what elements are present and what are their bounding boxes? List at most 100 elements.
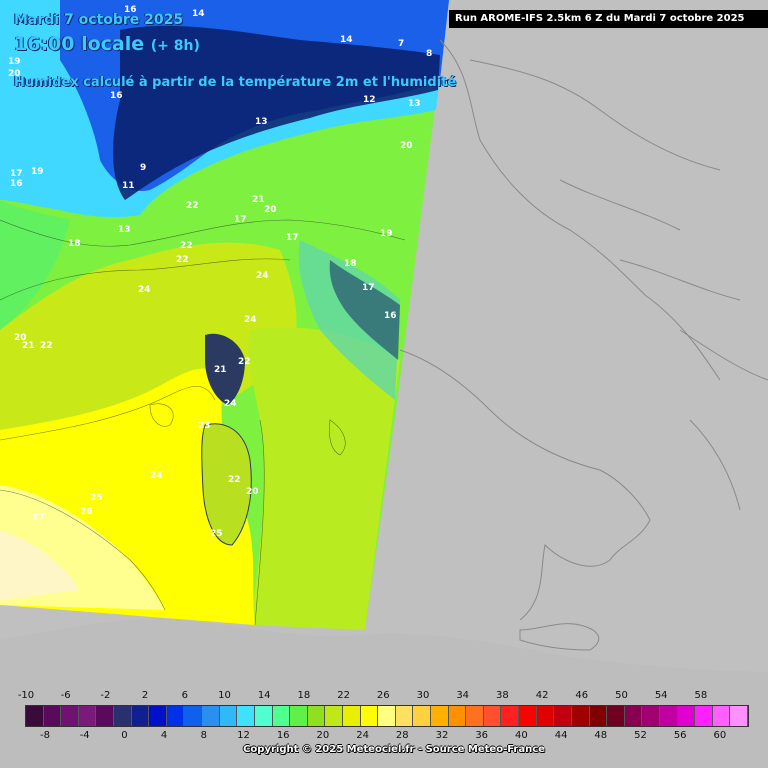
map-label: 19 bbox=[31, 167, 44, 177]
run-banner: Run AROME-IFS 2.5km 6 Z du Mardi 7 octob… bbox=[449, 10, 768, 28]
legend-tick-label: 4 bbox=[160, 730, 168, 741]
scale-swatch bbox=[413, 706, 432, 726]
map-label: 17 bbox=[10, 169, 23, 179]
map-label: 19 bbox=[8, 57, 21, 67]
map-label: 19 bbox=[380, 229, 393, 239]
legend-tick-label: 48 bbox=[594, 730, 608, 741]
map-label: 11 bbox=[122, 181, 135, 191]
forecast-time: 16:00 locale (+ 8h) bbox=[14, 33, 200, 55]
map-label: 13 bbox=[408, 99, 421, 109]
scale-swatch bbox=[554, 706, 572, 726]
west-green bbox=[0, 200, 70, 330]
map-label: 14 bbox=[340, 35, 353, 45]
map-label: 8 bbox=[426, 49, 432, 59]
scale-swatch bbox=[695, 706, 713, 726]
legend-tick-label: 0 bbox=[121, 730, 128, 741]
map-label: 16 bbox=[10, 179, 23, 189]
legend-tick-label: 40 bbox=[515, 730, 528, 741]
scale-swatch bbox=[730, 706, 748, 726]
scale-swatch bbox=[342, 706, 361, 726]
map-label: 22 bbox=[228, 475, 241, 485]
map-label: 20 bbox=[8, 69, 21, 79]
scale-swatch bbox=[466, 706, 484, 726]
legend-tick-label: 8 bbox=[200, 730, 207, 741]
scale-swatch bbox=[571, 706, 590, 726]
scale-swatch bbox=[184, 706, 203, 726]
dark-band bbox=[113, 25, 441, 200]
scale-swatch bbox=[607, 706, 625, 726]
map-label: 17 bbox=[362, 283, 375, 293]
map-label: 16 bbox=[384, 311, 397, 321]
map-label: 26 bbox=[80, 507, 93, 517]
legend-tick-label: 52 bbox=[634, 730, 647, 741]
scale-swatch bbox=[61, 706, 79, 726]
map-label: 13 bbox=[255, 117, 268, 127]
legend-tick-label: 16 bbox=[276, 730, 290, 741]
map-label: 9 bbox=[140, 163, 146, 173]
map-label: 25 bbox=[90, 493, 103, 503]
scale-swatch bbox=[114, 706, 132, 726]
sardinia bbox=[201, 423, 252, 546]
scale-swatch bbox=[290, 706, 308, 726]
scale-swatch bbox=[536, 706, 555, 726]
scale-swatch bbox=[642, 706, 660, 726]
legend-tick-label: 10 bbox=[218, 690, 231, 701]
parameter-description: Humidex calculé à partir de la températu… bbox=[14, 75, 457, 90]
legend-tick-label: 20 bbox=[316, 730, 330, 741]
copyright-notice: Copyright © 2025 Meteociel.fr - Source M… bbox=[243, 744, 545, 755]
legend-tick-label: 56 bbox=[673, 730, 687, 741]
map-label: 13 bbox=[118, 225, 131, 235]
scale-swatch bbox=[659, 706, 678, 726]
scale-swatch bbox=[166, 706, 185, 726]
map-label: 14 bbox=[192, 9, 205, 19]
legend-tick-label: 60 bbox=[713, 730, 727, 741]
map-label: 16 bbox=[110, 91, 123, 101]
scale-swatch bbox=[26, 706, 44, 726]
scale-swatch bbox=[589, 706, 608, 726]
scale-swatch bbox=[378, 706, 396, 726]
map-label: 24 bbox=[224, 399, 237, 409]
map-label: 24 bbox=[244, 315, 257, 325]
legend-tick-label: -10 bbox=[17, 690, 35, 701]
coastlines bbox=[399, 39, 768, 651]
scale-swatch bbox=[149, 706, 167, 726]
map-label: 24 bbox=[138, 285, 151, 295]
map-label: 18 bbox=[344, 259, 357, 269]
map-label: 20 bbox=[264, 205, 277, 215]
legend-tick-label: 46 bbox=[575, 690, 589, 701]
legend-tick-label: 42 bbox=[535, 690, 549, 701]
map-label: 7 bbox=[398, 39, 404, 49]
map-label: 21 bbox=[22, 341, 35, 351]
scale-swatch bbox=[360, 706, 379, 726]
map-label: 25 bbox=[210, 529, 223, 539]
scale-swatch bbox=[448, 706, 467, 726]
map-label: 21 bbox=[214, 365, 227, 375]
legend-tick-label: 24 bbox=[356, 730, 369, 741]
legend-tick-label: 28 bbox=[395, 730, 409, 741]
legend-tick-label: 12 bbox=[237, 730, 250, 741]
legend-tick-label: -6 bbox=[60, 690, 71, 701]
legend-tick-label: 14 bbox=[257, 690, 271, 701]
legend-tick-label: -2 bbox=[100, 690, 111, 701]
forecast-time-value: 16:00 locale bbox=[14, 33, 145, 55]
tyrrhenian-yellowgreen bbox=[248, 327, 400, 630]
legend-tick-label: 32 bbox=[435, 730, 449, 741]
scale-swatch bbox=[395, 706, 414, 726]
map-label: 22 bbox=[176, 255, 189, 265]
legend-tick-label: 6 bbox=[181, 690, 188, 701]
legend-tick-label: 50 bbox=[615, 690, 628, 701]
map-label: 22 bbox=[186, 201, 199, 211]
apennines-zone bbox=[298, 240, 400, 400]
map-label: 17 bbox=[286, 233, 299, 243]
map-label: 22 bbox=[238, 357, 251, 367]
map-label: 21 bbox=[252, 195, 265, 205]
contour-lines bbox=[0, 219, 406, 626]
map-label: 20 bbox=[400, 141, 413, 151]
map-label: 22 bbox=[40, 341, 53, 351]
scale-swatch bbox=[96, 706, 115, 726]
apennines-highland bbox=[329, 260, 400, 360]
scale-swatch bbox=[712, 706, 731, 726]
legend-tick-label: 30 bbox=[416, 690, 430, 701]
scale-swatch bbox=[219, 706, 238, 726]
corsica bbox=[205, 333, 245, 405]
